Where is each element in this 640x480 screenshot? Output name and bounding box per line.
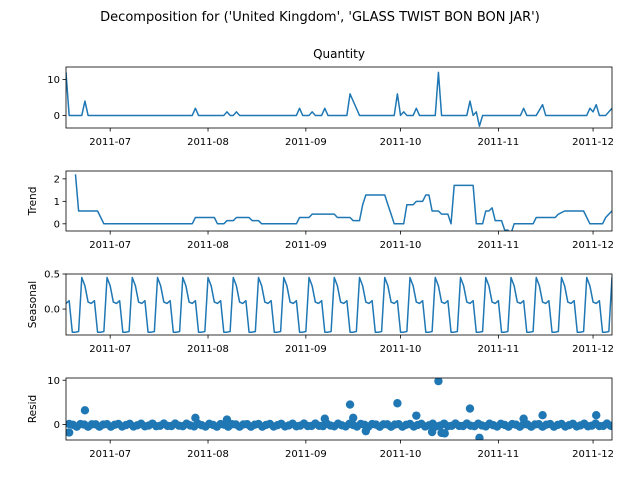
x-tick-label-resid: 2011-09 (285, 449, 327, 460)
x-tick-label-seasonal: 2011-11 (477, 344, 519, 355)
x-tick-label-quantity: 2011-11 (477, 137, 519, 148)
x-tick-label-seasonal: 2011-12 (572, 344, 614, 355)
resid-point (393, 399, 402, 408)
panel-title-quantity: Quantity (313, 47, 365, 61)
resid-point (66, 428, 74, 437)
y-tick-label-seasonal: 0.5 (44, 270, 60, 281)
panel-resid: Resid 0 10 2011-07 2011-08 2011-09 2011-10 2011… (27, 376, 614, 460)
y-tick-label-seasonal: 0.0 (44, 305, 60, 316)
x-tick-label-trend: 2011-08 (187, 240, 229, 251)
resid-point (475, 433, 484, 440)
resid-point (412, 411, 421, 420)
x-tick-label-seasonal: 2011-07 (89, 344, 131, 355)
x-tick-label-quantity: 2011-10 (380, 137, 422, 148)
y-tick-label-trend: 2 (54, 174, 60, 185)
resid-point (519, 414, 528, 423)
y-axis-label-trend: Trend (27, 187, 39, 217)
axes-frame-resid (65, 377, 613, 441)
series-line-trend (74, 174, 612, 231)
x-tick-label-resid: 2011-11 (477, 449, 519, 460)
x-tick-label-quantity: 2011-08 (187, 137, 229, 148)
x-tick-label-seasonal: 2011-08 (187, 344, 229, 355)
resid-point (427, 427, 437, 437)
resid-point (222, 415, 232, 424)
x-tick-label-seasonal: 2011-10 (380, 344, 422, 355)
axes-frame-quantity (65, 66, 613, 129)
series-line-quantity (66, 71, 612, 127)
x-tick-label-quantity: 2011-09 (285, 137, 327, 148)
resid-point (345, 400, 355, 409)
resid-point (538, 411, 547, 420)
axes-frame-trend (65, 170, 613, 232)
resid-point (80, 406, 90, 415)
series-line-seasonal (66, 276, 612, 333)
x-tick-label-seasonal: 2011-09 (285, 344, 327, 355)
x-tick-label-resid: 2011-10 (380, 449, 422, 460)
resid-point (191, 413, 200, 423)
figure-title: Decomposition for ('United Kingdom', 'GL… (100, 10, 540, 25)
series-resid (66, 378, 612, 440)
x-tick-label-trend: 2011-07 (89, 240, 131, 251)
y-axis-label-seasonal: Seasonal (27, 281, 39, 328)
x-tick-label-trend: 2011-10 (380, 240, 422, 251)
panel-trend: Trend 0 1 2 2011-07 2011-08 2011-09 2011-10 2011… (27, 170, 614, 251)
axes-frame-seasonal (65, 273, 613, 336)
resid-point (349, 413, 358, 423)
series-seasonal (66, 276, 612, 333)
x-tick-label-resid: 2011-12 (572, 449, 614, 460)
y-tick-label-quantity: 10 (47, 75, 60, 86)
x-tick-label-trend: 2011-12 (572, 240, 614, 251)
panel-quantity: Quantity 0 10 2011-07 2011-08 2011-09 2011-10 2… (47, 47, 614, 148)
x-tick-label-trend: 2011-11 (477, 240, 519, 251)
y-tick-label-resid: 0 (54, 420, 60, 431)
resid-point (592, 411, 601, 420)
resid-point (465, 404, 475, 413)
resid-point (320, 414, 329, 423)
resid-point (440, 429, 449, 438)
series-quantity (66, 71, 612, 127)
series-trend (74, 174, 612, 231)
x-tick-label-trend: 2011-09 (285, 240, 327, 251)
x-tick-label-resid: 2011-08 (187, 449, 229, 460)
y-axis-label-resid: Resid (27, 395, 39, 423)
y-tick-label-trend: 0 (54, 219, 60, 230)
x-tick-label-quantity: 2011-07 (89, 137, 131, 148)
x-tick-label-quantity: 2011-12 (572, 137, 614, 148)
resid-point (434, 378, 443, 386)
y-tick-label-trend: 1 (54, 197, 60, 208)
y-tick-label-quantity: 0 (54, 111, 60, 122)
panel-seasonal: Seasonal 0.0 0.5 2011-07 2011-08 2011-09 2011-… (27, 270, 614, 355)
resid-point (361, 426, 371, 436)
y-tick-label-resid: 10 (47, 376, 60, 387)
resid-point (606, 421, 612, 431)
x-tick-label-resid: 2011-07 (89, 449, 131, 460)
